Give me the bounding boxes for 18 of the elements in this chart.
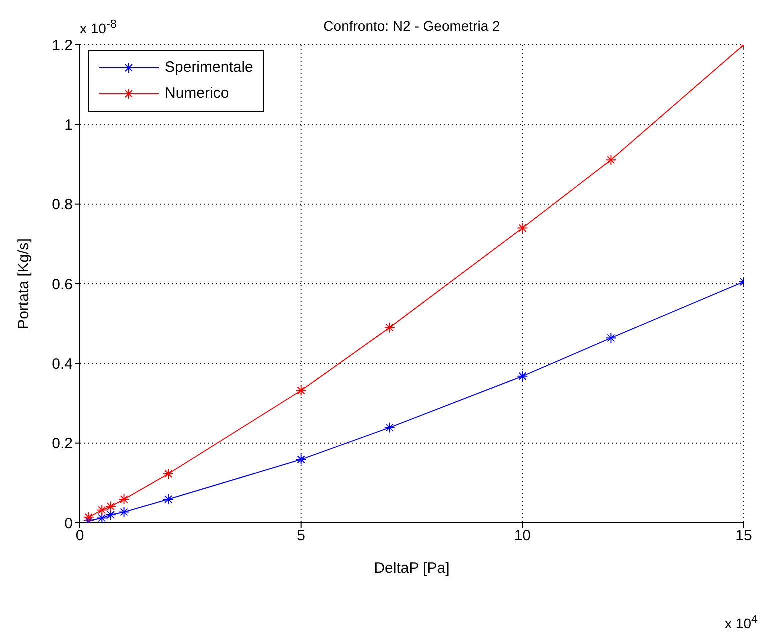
y-tick-label: 0.2 <box>52 436 73 453</box>
y-tick-label: 0.6 <box>52 276 73 294</box>
text: x 10$^{-8}$ <box>80 18 117 37</box>
legend-label: Sperimentale <box>165 58 254 78</box>
chart-title: Confronto: N2 - Geometria 2 <box>324 18 500 34</box>
y-tick-label: 1.2 <box>52 37 73 54</box>
y-axis-title: Portata [Kg/s] <box>15 238 32 330</box>
x-tick-label: 15 <box>736 528 752 545</box>
x-tick-label: 10 <box>514 528 532 545</box>
x-tick-label: 0 <box>76 528 84 545</box>
y-tick-label: 1 <box>64 116 73 134</box>
x-tick-label: 5 <box>297 528 306 545</box>
x-axis-title: DeltaP [Pa] <box>374 560 450 577</box>
legend-label: Numerico <box>165 84 230 104</box>
y-tick-label: 0.8 <box>52 196 73 214</box>
text: x 10$^{4}$ <box>725 613 758 632</box>
y-tick-label: 0 <box>64 515 73 532</box>
y-tick-label: 0.4 <box>52 356 73 373</box>
